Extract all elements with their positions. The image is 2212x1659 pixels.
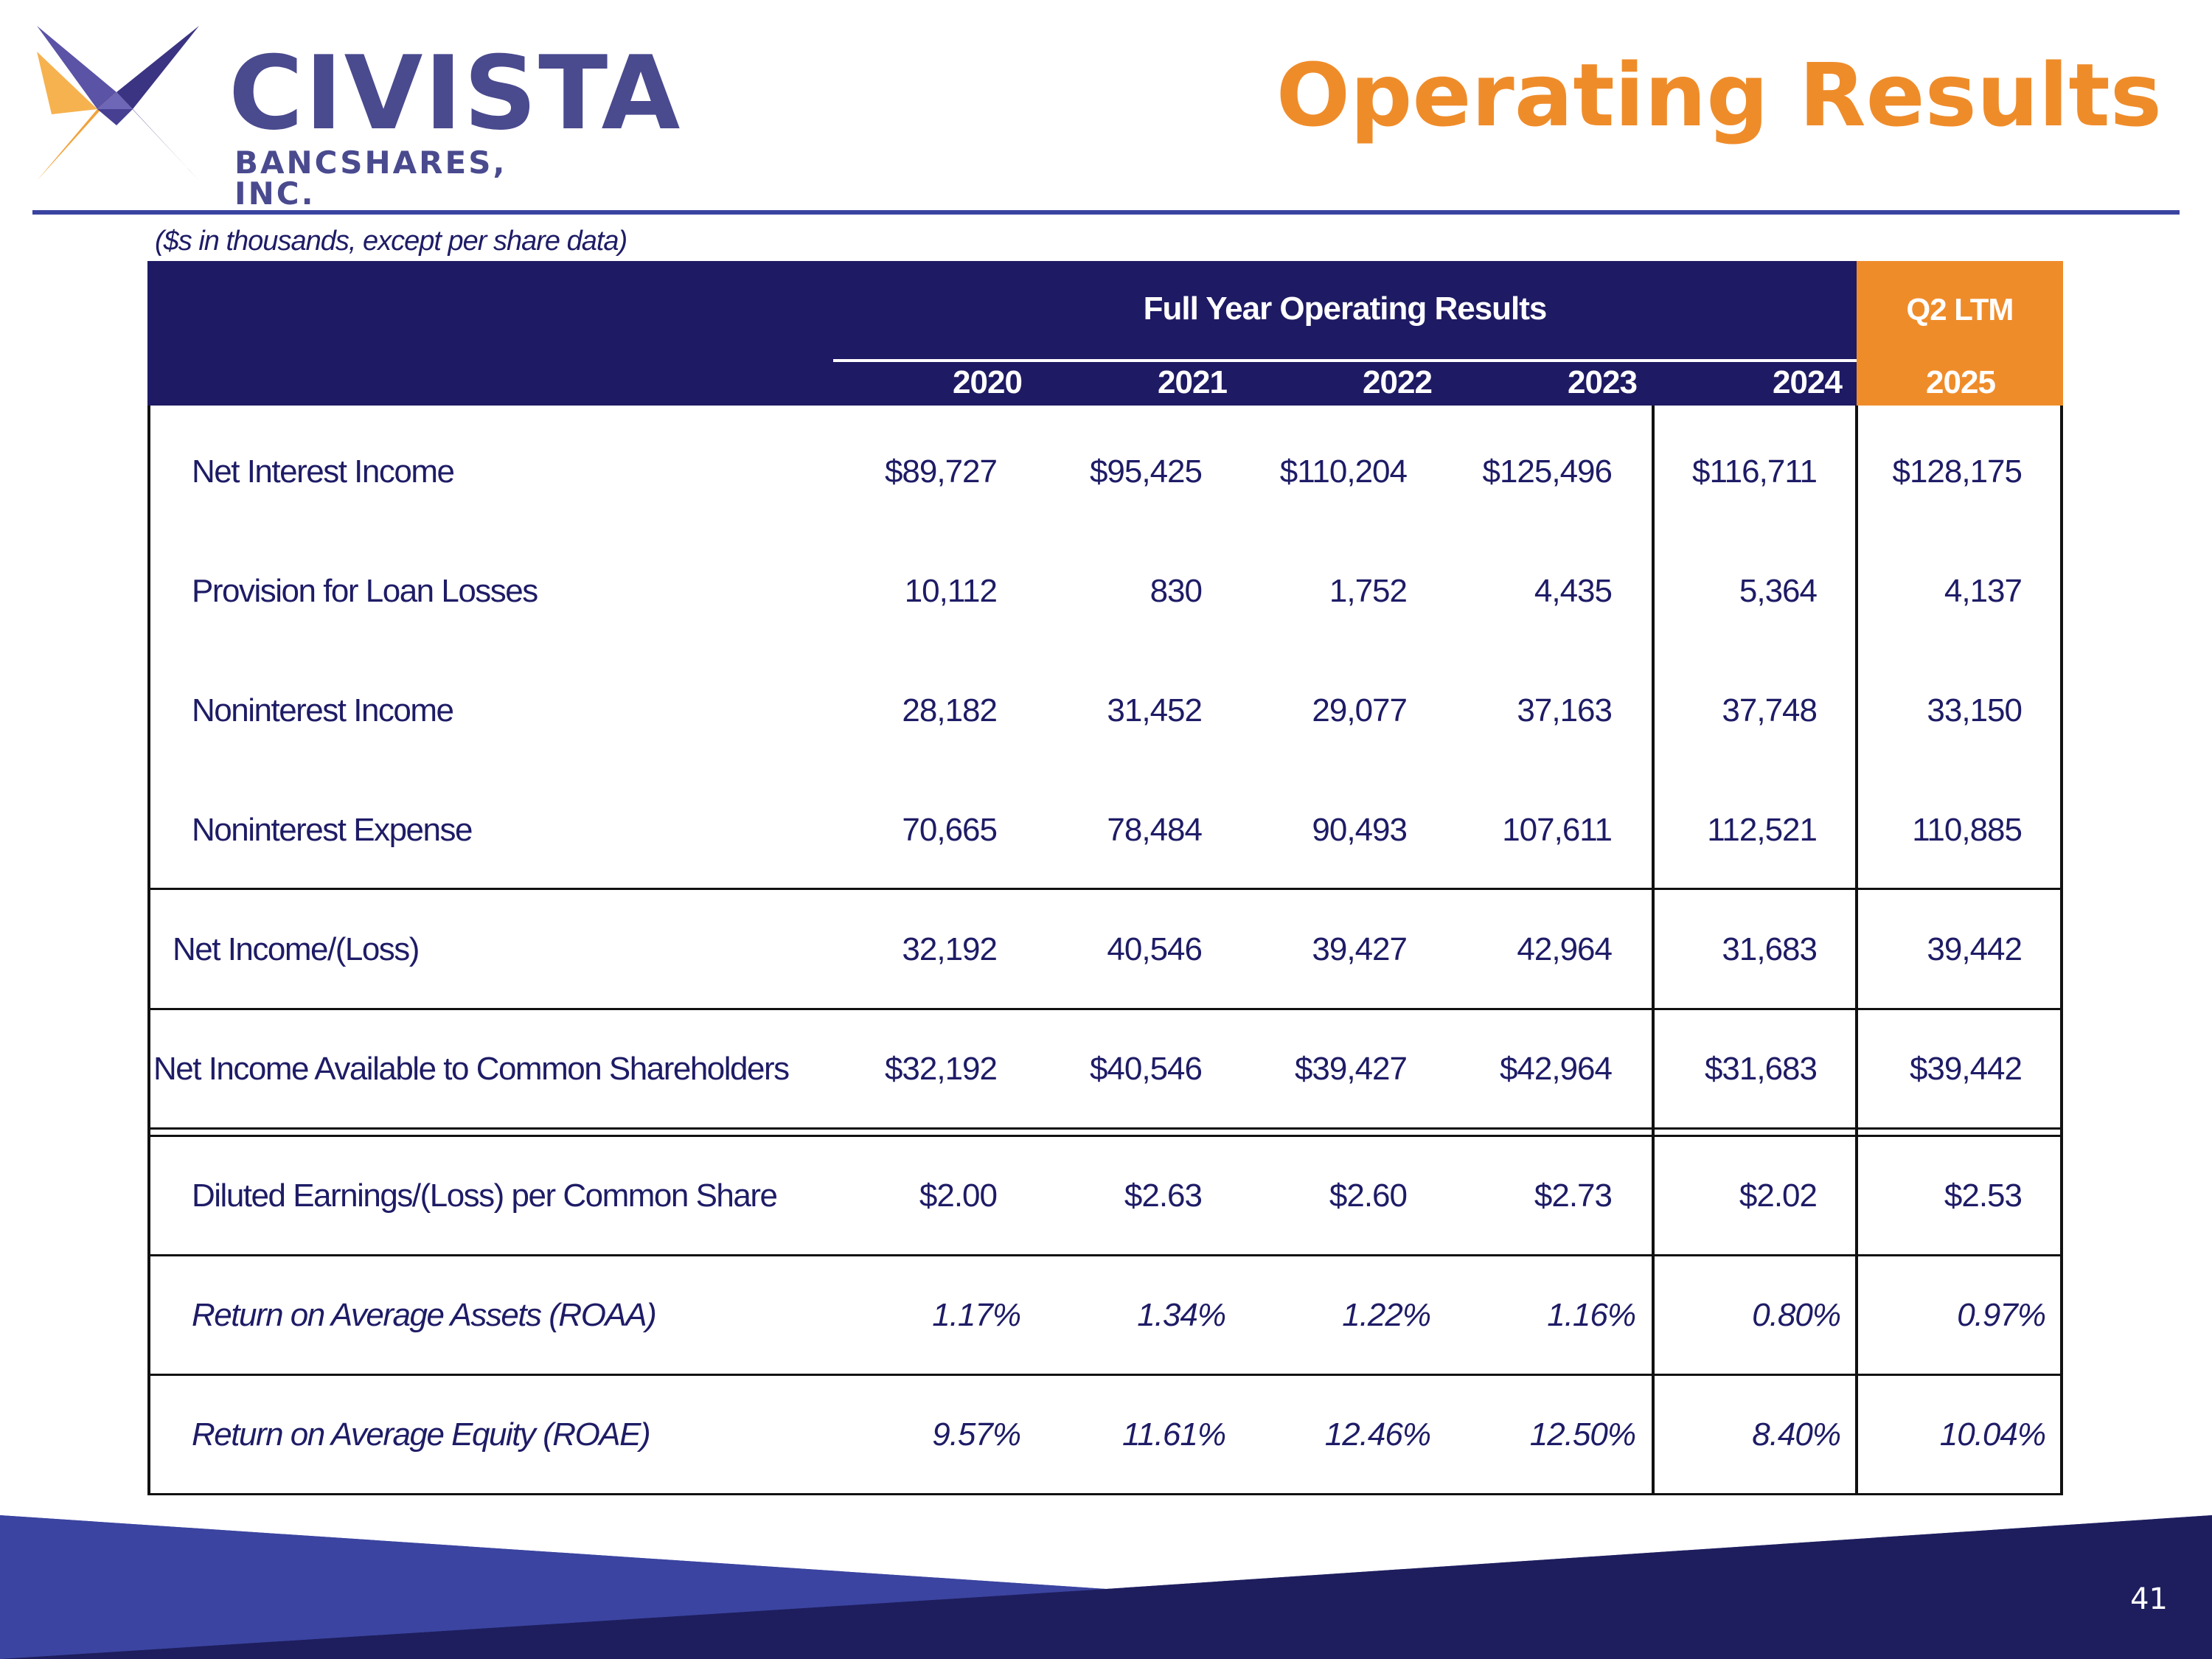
value-cell: $2.63 — [1124, 1178, 1203, 1214]
row-divider — [147, 1008, 2063, 1010]
year-header: 2021 — [1158, 364, 1228, 400]
value-cell: $116,711 — [1692, 453, 1818, 490]
operating-results-table: Full Year Operating Results Q2 LTM 2020 … — [147, 261, 2063, 1495]
year-header: 2022 — [1363, 364, 1433, 400]
company-logo: CIVISTA BANCSHARES, INC. — [29, 22, 680, 209]
column-divider — [1855, 406, 1858, 1495]
value-cell: $89,727 — [884, 453, 998, 490]
value-cell: $31,683 — [1704, 1051, 1818, 1087]
table-border-bottom — [147, 1493, 2063, 1495]
row-label: Net Income/(Loss) — [173, 931, 420, 967]
row-label: Provision for Loan Losses — [192, 573, 538, 609]
value-cell: 39,442 — [1927, 931, 2023, 967]
value-cell: 1.34% — [1137, 1297, 1226, 1333]
value-cell: 8.40% — [1752, 1416, 1841, 1453]
table-border-left — [147, 406, 150, 1495]
value-cell: $39,427 — [1294, 1051, 1408, 1087]
row-divider — [147, 1127, 2063, 1130]
ltm-header — [1857, 261, 2063, 406]
value-cell: 1,752 — [1329, 573, 1408, 609]
row-divider — [147, 1254, 2063, 1256]
value-cell: 40,546 — [1107, 931, 1203, 967]
value-cell: 107,611 — [1502, 812, 1613, 848]
value-cell: 12.46% — [1324, 1416, 1431, 1453]
value-cell: 39,427 — [1312, 931, 1408, 967]
ltm-header-label: Q2 LTM — [1906, 292, 2014, 327]
value-cell: 29,077 — [1312, 692, 1408, 728]
value-cell: $128,175 — [1892, 453, 2023, 490]
units-note: ($s in thousands, except per share data) — [155, 226, 627, 257]
row-label: Net Income Available to Common Sharehold… — [153, 1051, 790, 1087]
value-cell: 9.57% — [932, 1416, 1021, 1453]
value-cell: 90,493 — [1312, 812, 1408, 848]
value-cell: 78,484 — [1107, 812, 1203, 848]
value-cell: $42,964 — [1499, 1051, 1613, 1087]
value-cell: 31,683 — [1722, 931, 1818, 967]
star-logo-icon — [37, 26, 199, 181]
row-label: Return on Average Assets (ROAA) — [192, 1297, 657, 1333]
value-cell: $2.00 — [919, 1178, 998, 1214]
value-cell: 28,182 — [902, 692, 998, 728]
value-cell: $32,192 — [884, 1051, 998, 1087]
year-header: 2025 — [1926, 364, 1996, 400]
value-cell: 11.61% — [1122, 1416, 1226, 1453]
value-cell: 110,885 — [1912, 812, 2023, 848]
company-subtitle: BANCSHARES, INC. — [234, 145, 507, 212]
company-name: CIVISTA — [229, 34, 682, 153]
value-cell: 31,452 — [1107, 692, 1203, 728]
value-cell: 112,521 — [1707, 812, 1818, 848]
year-header: 2023 — [1568, 364, 1638, 400]
value-cell: 4,137 — [1944, 573, 2023, 609]
value-cell: 12.50% — [1529, 1416, 1636, 1453]
value-cell: $110,204 — [1279, 453, 1408, 490]
table-header — [147, 261, 1857, 406]
value-cell: 5,364 — [1739, 573, 1818, 609]
row-label: Return on Average Equity (ROAE) — [192, 1416, 651, 1453]
value-cell: $39,442 — [1909, 1051, 2023, 1087]
value-cell: $95,425 — [1089, 453, 1203, 490]
row-divider — [147, 1374, 2063, 1376]
header-divider — [32, 210, 2180, 215]
row-label: Net Interest Income — [192, 453, 455, 490]
value-cell: 1.16% — [1547, 1297, 1636, 1333]
header-underline — [833, 359, 1857, 362]
value-cell: 830 — [1150, 573, 1203, 609]
group-header-label: Full Year Operating Results — [1143, 291, 1548, 327]
row-label: Noninterest Expense — [192, 812, 473, 848]
row-divider — [147, 1135, 2063, 1137]
row-label: Noninterest Income — [192, 692, 454, 728]
value-cell: $125,496 — [1482, 453, 1613, 490]
page-title: Operating Results — [1276, 44, 2162, 146]
year-header: 2024 — [1773, 364, 1843, 400]
value-cell: $2.73 — [1534, 1178, 1613, 1214]
row-divider — [147, 888, 2063, 890]
value-cell: $2.02 — [1739, 1178, 1818, 1214]
footer-band — [0, 1515, 2212, 1659]
value-cell: 33,150 — [1927, 692, 2023, 728]
value-cell: 42,964 — [1517, 931, 1613, 967]
column-divider — [1652, 406, 1655, 1495]
value-cell: 4,435 — [1534, 573, 1613, 609]
value-cell: $2.53 — [1944, 1178, 2023, 1214]
value-cell: 0.97% — [1957, 1297, 2046, 1333]
table-border-right — [2060, 406, 2063, 1495]
value-cell: 0.80% — [1752, 1297, 1841, 1333]
value-cell: $2.60 — [1329, 1178, 1408, 1214]
value-cell: $40,546 — [1089, 1051, 1203, 1087]
row-label: Diluted Earnings/(Loss) per Common Share — [192, 1178, 778, 1214]
value-cell: 10.04% — [1939, 1416, 2046, 1453]
value-cell: 70,665 — [902, 812, 998, 848]
value-cell: 1.17% — [932, 1297, 1021, 1333]
value-cell: 32,192 — [902, 931, 998, 967]
value-cell: 10,112 — [904, 573, 998, 609]
value-cell: 37,163 — [1517, 692, 1613, 728]
value-cell: 37,748 — [1722, 692, 1818, 728]
year-header: 2020 — [953, 364, 1023, 400]
page-number: 41 — [2130, 1582, 2168, 1616]
value-cell: 1.22% — [1342, 1297, 1431, 1333]
